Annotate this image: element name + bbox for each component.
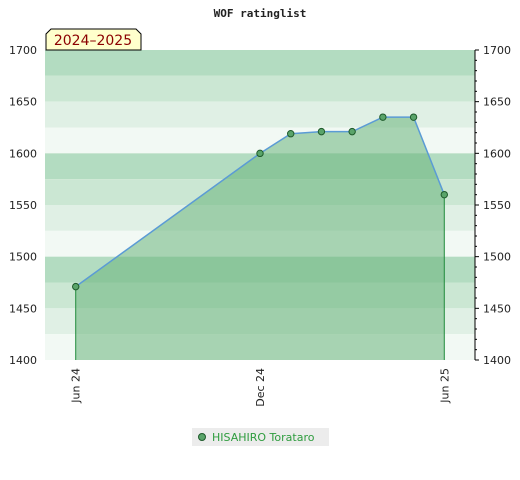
data-point (317, 127, 326, 136)
y-tick-label-right: 1500 (483, 251, 511, 264)
legend: HISAHIRO Torataro (192, 428, 329, 446)
x-tick-label: Dec 24 (254, 368, 267, 407)
x-tick-label: Jun 25 (438, 368, 451, 404)
season-badge-label: 2024–2025 (54, 33, 132, 49)
season-badge: 2024–2025 (45, 28, 142, 51)
y-tick-label-left: 1650 (9, 96, 37, 109)
series-line (75, 116, 445, 288)
chart-title: WOF ratinglist (214, 7, 307, 20)
data-point (287, 130, 295, 138)
data-point (72, 282, 80, 291)
x-tick-label: Jun 24 (70, 368, 83, 404)
points-layer (72, 113, 448, 291)
y-tick-label-right: 1700 (483, 44, 511, 57)
grid-band (45, 50, 475, 76)
legend-marker-icon (198, 433, 206, 441)
area-layer (75, 116, 445, 361)
y-tick-label-right: 1650 (483, 96, 511, 109)
y-tick-label-left: 1600 (9, 147, 37, 160)
axis-layer: 1400 1400 1450 1450 1500 1500 1550 1550 1600 1600… (9, 44, 511, 407)
y-tick-label-left: 1700 (9, 44, 37, 57)
data-point (256, 149, 264, 158)
y-tick-label-right: 1600 (483, 147, 511, 160)
y-tick-label-left: 1450 (9, 302, 37, 315)
y-tick-label-left: 1500 (9, 251, 37, 264)
y-tick-label-left: 1400 (9, 354, 37, 367)
y-tick-label-left: 1550 (9, 199, 37, 212)
data-point (409, 113, 418, 121)
y-tick-label-right: 1550 (483, 199, 511, 212)
grid-band (45, 75, 475, 102)
series-area (75, 117, 445, 361)
data-point (348, 127, 356, 136)
legend-series-name: HISAHIRO Torataro (212, 430, 315, 444)
data-point (440, 190, 448, 199)
y-tick-label-right: 1450 (483, 302, 511, 315)
y-tick-label-right: 1400 (483, 354, 511, 367)
data-point (379, 113, 387, 121)
